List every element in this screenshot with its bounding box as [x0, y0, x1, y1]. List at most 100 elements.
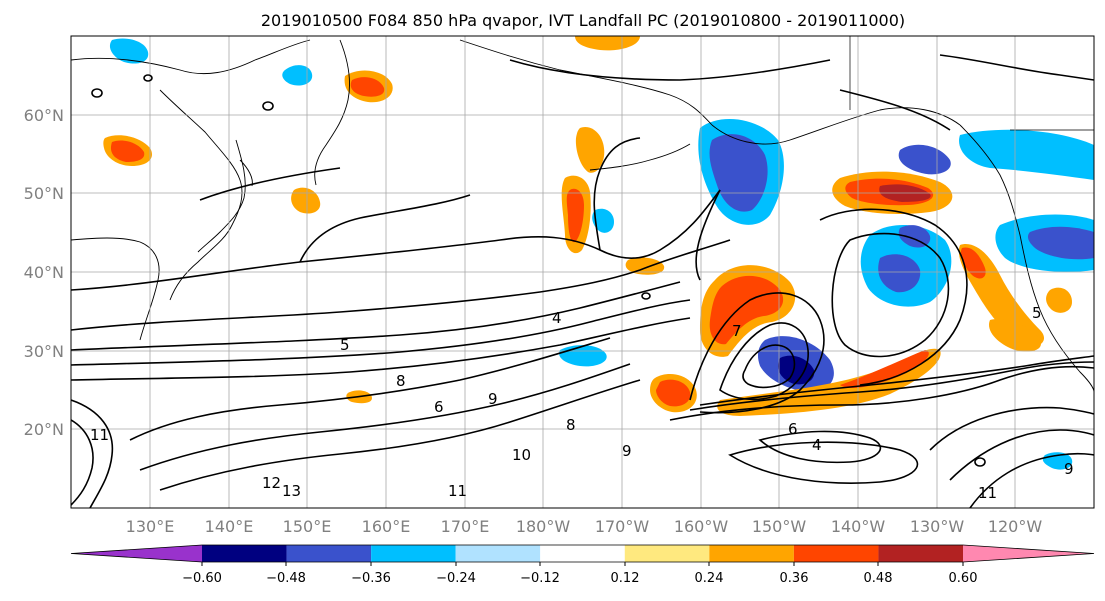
longitude-label: 160°E [362, 517, 411, 536]
longitude-labels: 130°E 140°E 150°E 160°E 170°E 180°W 170°… [126, 517, 1043, 536]
border [849, 36, 1094, 131]
gridlines [71, 36, 1094, 508]
positive-anomaly-area [960, 247, 986, 279]
positive-anomaly-area [840, 350, 929, 389]
positive-anomaly-area [709, 275, 784, 345]
map-panel: 5 4 8 6 9 10 11 12 13 8 9 7 6 4 5 9 11 1… [70, 35, 1095, 509]
contour-label: 9 [622, 442, 632, 460]
contour-label: 11 [90, 426, 109, 444]
contour-line [71, 399, 114, 508]
latitude-label: 50°N [24, 184, 64, 203]
longitude-label: 170°E [441, 517, 490, 536]
longitude-label: 130°E [126, 517, 175, 536]
coastline-kamchatka [314, 39, 351, 186]
contour-line [974, 457, 986, 467]
contour-label: 13 [282, 482, 301, 500]
contour-line [719, 322, 809, 401]
coastline-north-america [959, 124, 1094, 393]
contour-line [71, 239, 731, 331]
negative-anomaly-area [709, 134, 768, 212]
contour-line [839, 89, 951, 131]
colorbar-segment [371, 545, 456, 562]
colorbar-ticks [201, 562, 964, 566]
colorbar-tick-label: 0.36 [780, 571, 809, 586]
contour-line [949, 429, 1094, 481]
contour-line [641, 292, 651, 300]
colorbar-tick-label: −0.24 [436, 571, 476, 586]
latitude-label: 20°N [24, 420, 64, 439]
positive-anomaly-area [291, 187, 321, 214]
contour-label: 11 [448, 482, 467, 500]
contour-label: 4 [812, 436, 822, 454]
colorbar-tick-label: −0.48 [266, 571, 306, 586]
colorbar-segment [71, 545, 202, 562]
contour-line [71, 317, 691, 381]
colorbar-tick-label: 0.12 [611, 571, 640, 586]
colorbar-tick-label: 0.24 [695, 571, 724, 586]
contour-line [299, 194, 471, 263]
colorbar-segments [70, 544, 1095, 563]
colorbar-tick-label: 0.60 [949, 571, 978, 586]
contour-line [699, 355, 1094, 406]
longitude-label: 150°W [752, 517, 807, 536]
longitude-label: 140°E [205, 517, 254, 536]
colorbar-segment [624, 545, 710, 562]
contour-line [71, 281, 681, 351]
coastline-aleutians [589, 143, 691, 171]
negative-anomaly-area [898, 144, 951, 175]
longitude-label: 170°W [595, 517, 650, 536]
latitude-label: 30°N [24, 342, 64, 361]
contour-labels: 5 4 8 6 9 10 11 12 13 8 9 7 6 4 5 9 11 1… [90, 304, 1074, 502]
latitude-label: 40°N [24, 263, 64, 282]
contour-line [129, 337, 611, 441]
colorbar-tick-label: −0.60 [182, 571, 222, 586]
contour-label: 5 [340, 336, 350, 354]
positive-anomaly-area [656, 379, 691, 407]
colorbar-segment [286, 545, 372, 562]
colorbar-segment [455, 545, 541, 562]
coastline-alaska [459, 39, 961, 145]
longitude-label: 150°E [283, 517, 332, 536]
contour-label: 12 [262, 474, 281, 492]
colorbar: −0.60 −0.48 −0.36 −0.24 −0.12 0.12 0.24 … [70, 544, 1095, 586]
contour-line [742, 344, 796, 389]
contour-line [689, 292, 825, 414]
contour-label: 6 [434, 398, 444, 416]
negative-anomaly-area [878, 254, 921, 293]
positive-anomaly-area [625, 257, 665, 275]
contour-line [509, 59, 831, 81]
figure-title: 2019010500 F084 850 hPa qvapor, IVT Land… [261, 11, 905, 30]
positive-anomaly-area [566, 188, 584, 243]
contour-line [159, 379, 641, 491]
colorbar-tick-label: −0.12 [520, 571, 560, 586]
longitude-label: 120°W [988, 517, 1043, 536]
contour-line [91, 88, 103, 98]
contour-line [969, 452, 1094, 508]
negative-anomaly-area [109, 38, 149, 64]
contour-line [71, 419, 94, 506]
contour-line [199, 167, 341, 201]
colorbar-segment [793, 545, 879, 562]
contour-line [728, 441, 919, 484]
colorbar-segment [202, 545, 287, 562]
negative-anomaly-area [592, 208, 614, 233]
negative-anomaly-area [959, 129, 1094, 180]
contour-line [689, 361, 1094, 411]
colorbar-tick-label: 0.48 [864, 571, 893, 586]
latitude-labels: 60°N 50°N 40°N 30°N 20°N [24, 106, 64, 439]
contour-line [831, 232, 950, 358]
colorbar-tick-labels: −0.60 −0.48 −0.36 −0.24 −0.12 0.12 0.24 … [182, 571, 977, 586]
contour-label: 5 [1032, 304, 1042, 322]
contour-line [71, 299, 691, 366]
contour-line [139, 363, 631, 471]
negative-anomaly-area [777, 355, 815, 385]
longitude-label: 130°W [910, 517, 965, 536]
contour-label: 6 [788, 420, 798, 438]
contour-line [695, 189, 721, 281]
positive-anomaly-area [575, 126, 605, 173]
contour-line [669, 365, 1094, 421]
contour-label: 9 [488, 390, 498, 408]
longitude-label: 160°W [674, 517, 729, 536]
colorbar-segment [540, 545, 625, 562]
